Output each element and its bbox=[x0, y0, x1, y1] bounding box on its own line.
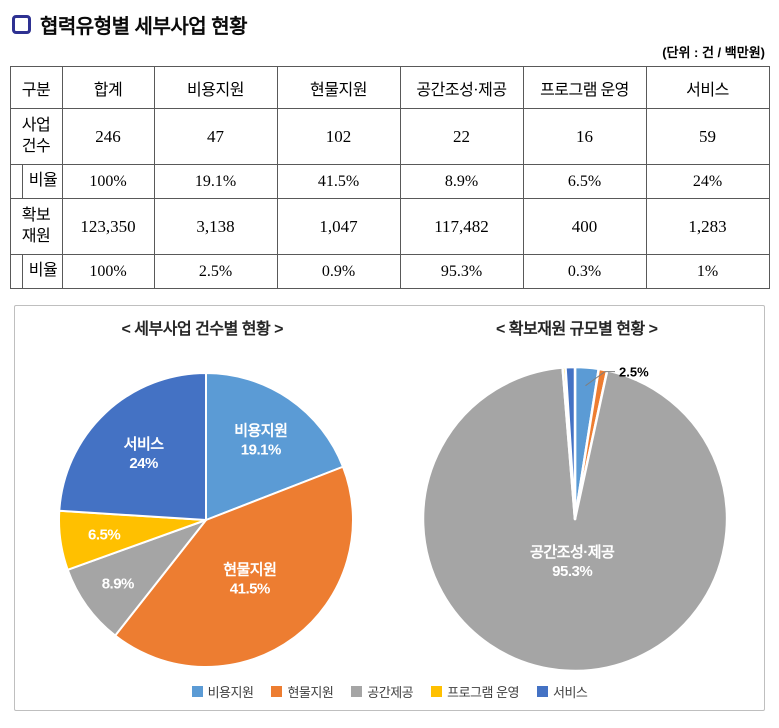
label-leader-line bbox=[584, 371, 615, 387]
legend-label: 공간제공 bbox=[367, 684, 414, 700]
table-cell: 0.3% bbox=[522, 254, 647, 289]
chart-title: < 세부사업 건수별 현황 > bbox=[121, 321, 284, 338]
table-cell: 59 bbox=[645, 108, 770, 165]
pie-slice-5 bbox=[563, 365, 576, 521]
pie-slice-5 bbox=[58, 372, 208, 521]
table-cell: 1,283 bbox=[645, 198, 770, 255]
legend-label: 현물지원 bbox=[287, 684, 334, 700]
pie-slice-label: 서비스 24% bbox=[124, 436, 165, 472]
table-cell: 8.9% bbox=[399, 164, 524, 199]
legend-label: 프로그램 운영 bbox=[447, 684, 519, 700]
col-header: 구분 bbox=[9, 66, 63, 109]
pie-slice-2 bbox=[114, 465, 355, 668]
row-label: 확보 재원 bbox=[9, 198, 63, 255]
table-cell: 19.1% bbox=[153, 164, 278, 199]
legend-item-3: 공간제공 bbox=[351, 682, 414, 701]
legend-item-4: 프로그램 운영 bbox=[431, 682, 519, 701]
legend-label: 비용지원 bbox=[207, 684, 254, 700]
title-bullet-icon bbox=[12, 15, 31, 34]
legend-item-5: 서비스 bbox=[537, 682, 588, 701]
pie-chart-secured-funds: 2.5% 공간조성·제공 95.3% bbox=[421, 365, 728, 673]
legend-swatch bbox=[271, 685, 283, 697]
row-label: 사업 건수 bbox=[9, 108, 63, 165]
chart-legend: 비용지원 현물지원 공간제공 프로그램 운영 서비스 bbox=[15, 678, 764, 704]
pie-outside-label: 2.5% bbox=[619, 365, 649, 380]
table-cell: 0.9% bbox=[276, 254, 401, 289]
table-row-secured-funds: 확보 재원 123,350 3,138 1,047 117,482 400 1,… bbox=[9, 198, 770, 255]
legend-item-2: 현물지원 bbox=[271, 682, 334, 701]
table-cell: 3,138 bbox=[153, 198, 278, 255]
col-header: 프로그램 운영 bbox=[522, 66, 647, 109]
table-cell: 400 bbox=[522, 198, 647, 255]
legend-swatch bbox=[191, 685, 203, 697]
table-row-project-count: 사업 건수 246 47 102 22 16 59 bbox=[9, 108, 770, 165]
row-label: 비율 bbox=[9, 254, 63, 289]
table-cell: 6.5% bbox=[522, 164, 647, 199]
pie-slice-label: 비용지원 19.1% bbox=[234, 422, 287, 458]
table-row-funds-ratio: 비율 100% 2.5% 0.9% 95.3% 0.3% 1% bbox=[9, 254, 770, 289]
pie-slice-1 bbox=[205, 372, 345, 521]
col-header: 합계 bbox=[61, 66, 155, 109]
table-cell: 2.5% bbox=[153, 254, 278, 289]
pie-slice-label: 공간조성·제공 95.3% bbox=[530, 543, 615, 580]
col-header: 공간조성·제공 bbox=[399, 66, 524, 109]
table-cell: 100% bbox=[61, 164, 155, 199]
table-cell: 24% bbox=[645, 164, 770, 199]
table-cell: 1,047 bbox=[276, 198, 401, 255]
charts-row: < 세부사업 건수별 현황 > 비용지원 19.1% 현물지원 41.5% 8.9% 6.… bbox=[15, 316, 764, 678]
legend-swatch bbox=[351, 685, 363, 697]
col-header: 현물지원 bbox=[276, 66, 401, 109]
pie-chart-project-count: 비용지원 19.1% 현물지원 41.5% 8.9% 6.5% 서비스 24% bbox=[58, 372, 355, 668]
table-header-row: 구분 합계 비용지원 현물지원 공간조성·제공 프로그램 운영 서비스 bbox=[9, 66, 770, 109]
pie-slice-label: 6.5% bbox=[88, 527, 120, 544]
table-cell: 47 bbox=[153, 108, 278, 165]
charts-panel: < 세부사업 건수별 현황 > 비용지원 19.1% 현물지원 41.5% 8.9% 6.… bbox=[14, 305, 765, 711]
table-cell: 102 bbox=[276, 108, 401, 165]
unit-note: (단위 : 건 / 백만원) bbox=[662, 45, 765, 60]
table-cell: 22 bbox=[399, 108, 524, 165]
legend-label: 서비스 bbox=[553, 684, 588, 700]
pie-slice-3 bbox=[66, 519, 208, 637]
table-cell: 41.5% bbox=[276, 164, 401, 199]
chart-title: < 확보재원 규모별 현황 > bbox=[496, 321, 658, 338]
table-cell: 95.3% bbox=[399, 254, 524, 289]
pie-slice-label: 현물지원 41.5% bbox=[223, 562, 276, 598]
table-cell: 123,350 bbox=[61, 198, 155, 255]
chart-secured-funds: < 확보재원 규모별 현황 > 2.5% 공간조성·제공 95.3% bbox=[390, 316, 765, 678]
summary-table: 구분 합계 비용지원 현물지원 공간조성·제공 프로그램 운영 서비스 사업 건… bbox=[9, 66, 770, 289]
table-row-count-ratio: 비율 100% 19.1% 41.5% 8.9% 6.5% 24% bbox=[9, 164, 770, 199]
legend-item-1: 비용지원 bbox=[191, 682, 254, 701]
row-label: 비율 bbox=[9, 164, 63, 199]
legend-swatch bbox=[537, 685, 548, 697]
col-header: 비용지원 bbox=[153, 66, 278, 109]
page-title: 협력유형별 세부사업 현황 bbox=[40, 16, 248, 38]
page-title-row: 협력유형별 세부사업 현황 bbox=[0, 0, 779, 39]
legend-swatch bbox=[431, 685, 443, 697]
col-header: 서비스 bbox=[645, 66, 770, 109]
chart-project-count: < 세부사업 건수별 현황 > 비용지원 19.1% 현물지원 41.5% 8.9% 6.… bbox=[15, 316, 390, 678]
pie-slice-label: 8.9% bbox=[102, 576, 134, 593]
table-cell: 100% bbox=[61, 254, 155, 289]
table-cell: 246 bbox=[61, 108, 155, 165]
table-cell: 117,482 bbox=[399, 198, 524, 255]
table-cell: 1% bbox=[645, 254, 770, 289]
table-cell: 16 bbox=[522, 108, 647, 165]
